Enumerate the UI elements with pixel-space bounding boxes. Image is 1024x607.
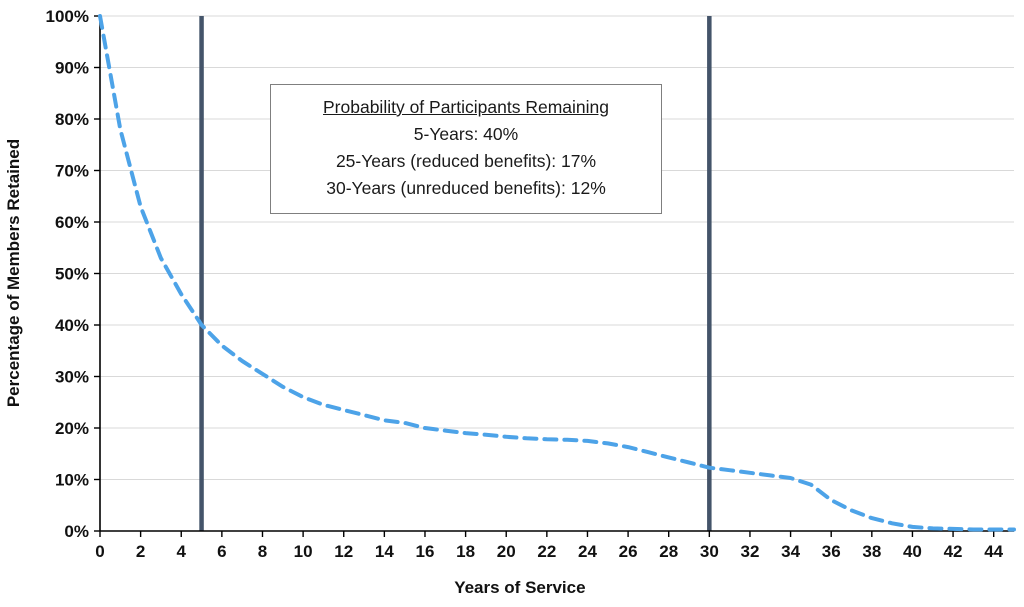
- x-tick-label: 4: [177, 542, 187, 561]
- annotation-line-30-years: 30-Years (unreduced benefits): 12%: [326, 178, 606, 199]
- x-tick-label: 24: [578, 542, 597, 561]
- x-tick-label: 10: [294, 542, 313, 561]
- x-tick-label: 22: [537, 542, 556, 561]
- x-tick-label: 32: [740, 542, 759, 561]
- x-tick-label: 26: [619, 542, 638, 561]
- y-tick-label: 100%: [46, 7, 89, 26]
- x-tick-label: 8: [258, 542, 267, 561]
- x-tick-label: 34: [781, 542, 800, 561]
- x-axis-title: Years of Service: [454, 578, 586, 597]
- x-tick-label: 18: [456, 542, 475, 561]
- x-tick-label: 36: [822, 542, 841, 561]
- y-tick-label: 90%: [55, 59, 89, 78]
- annotation-title: Probability of Participants Remaining: [323, 97, 609, 117]
- y-tick-label: 50%: [55, 265, 89, 284]
- x-tick-label: 14: [375, 542, 394, 561]
- y-axis-title: Percentage of Members Retained: [4, 138, 23, 408]
- y-tick-label: 10%: [55, 471, 89, 490]
- y-tick-label: 70%: [55, 162, 89, 181]
- x-tick-label: 44: [984, 542, 1003, 561]
- x-tick-label: 20: [497, 542, 516, 561]
- y-tick-label: 40%: [55, 316, 89, 335]
- x-tick-label: 40: [903, 542, 922, 561]
- x-tick-label: 16: [416, 542, 435, 561]
- x-tick-label: 28: [659, 542, 678, 561]
- annotation-line-25-years: 25-Years (reduced benefits): 17%: [335, 151, 597, 172]
- retention-series-line: [98, 14, 1016, 532]
- y-tick-label: 30%: [55, 368, 89, 387]
- x-tick-label: 2: [136, 542, 145, 561]
- annotation-box: Probability of Participants Remaining 5-…: [270, 84, 662, 214]
- x-tick-label: 38: [862, 542, 881, 561]
- y-tick-label: 60%: [55, 213, 89, 232]
- x-tick-label: 12: [334, 542, 353, 561]
- x-tick-label: 30: [700, 542, 719, 561]
- y-tick-label: 20%: [55, 419, 89, 438]
- x-tick-label: 6: [217, 542, 226, 561]
- annotation-line-5-years: 5-Years: 40%: [413, 124, 519, 145]
- y-tick-label: 80%: [55, 110, 89, 129]
- x-tick-label: 42: [944, 542, 963, 561]
- x-tick-label: 0: [95, 542, 104, 561]
- y-tick-label: 0%: [64, 522, 89, 541]
